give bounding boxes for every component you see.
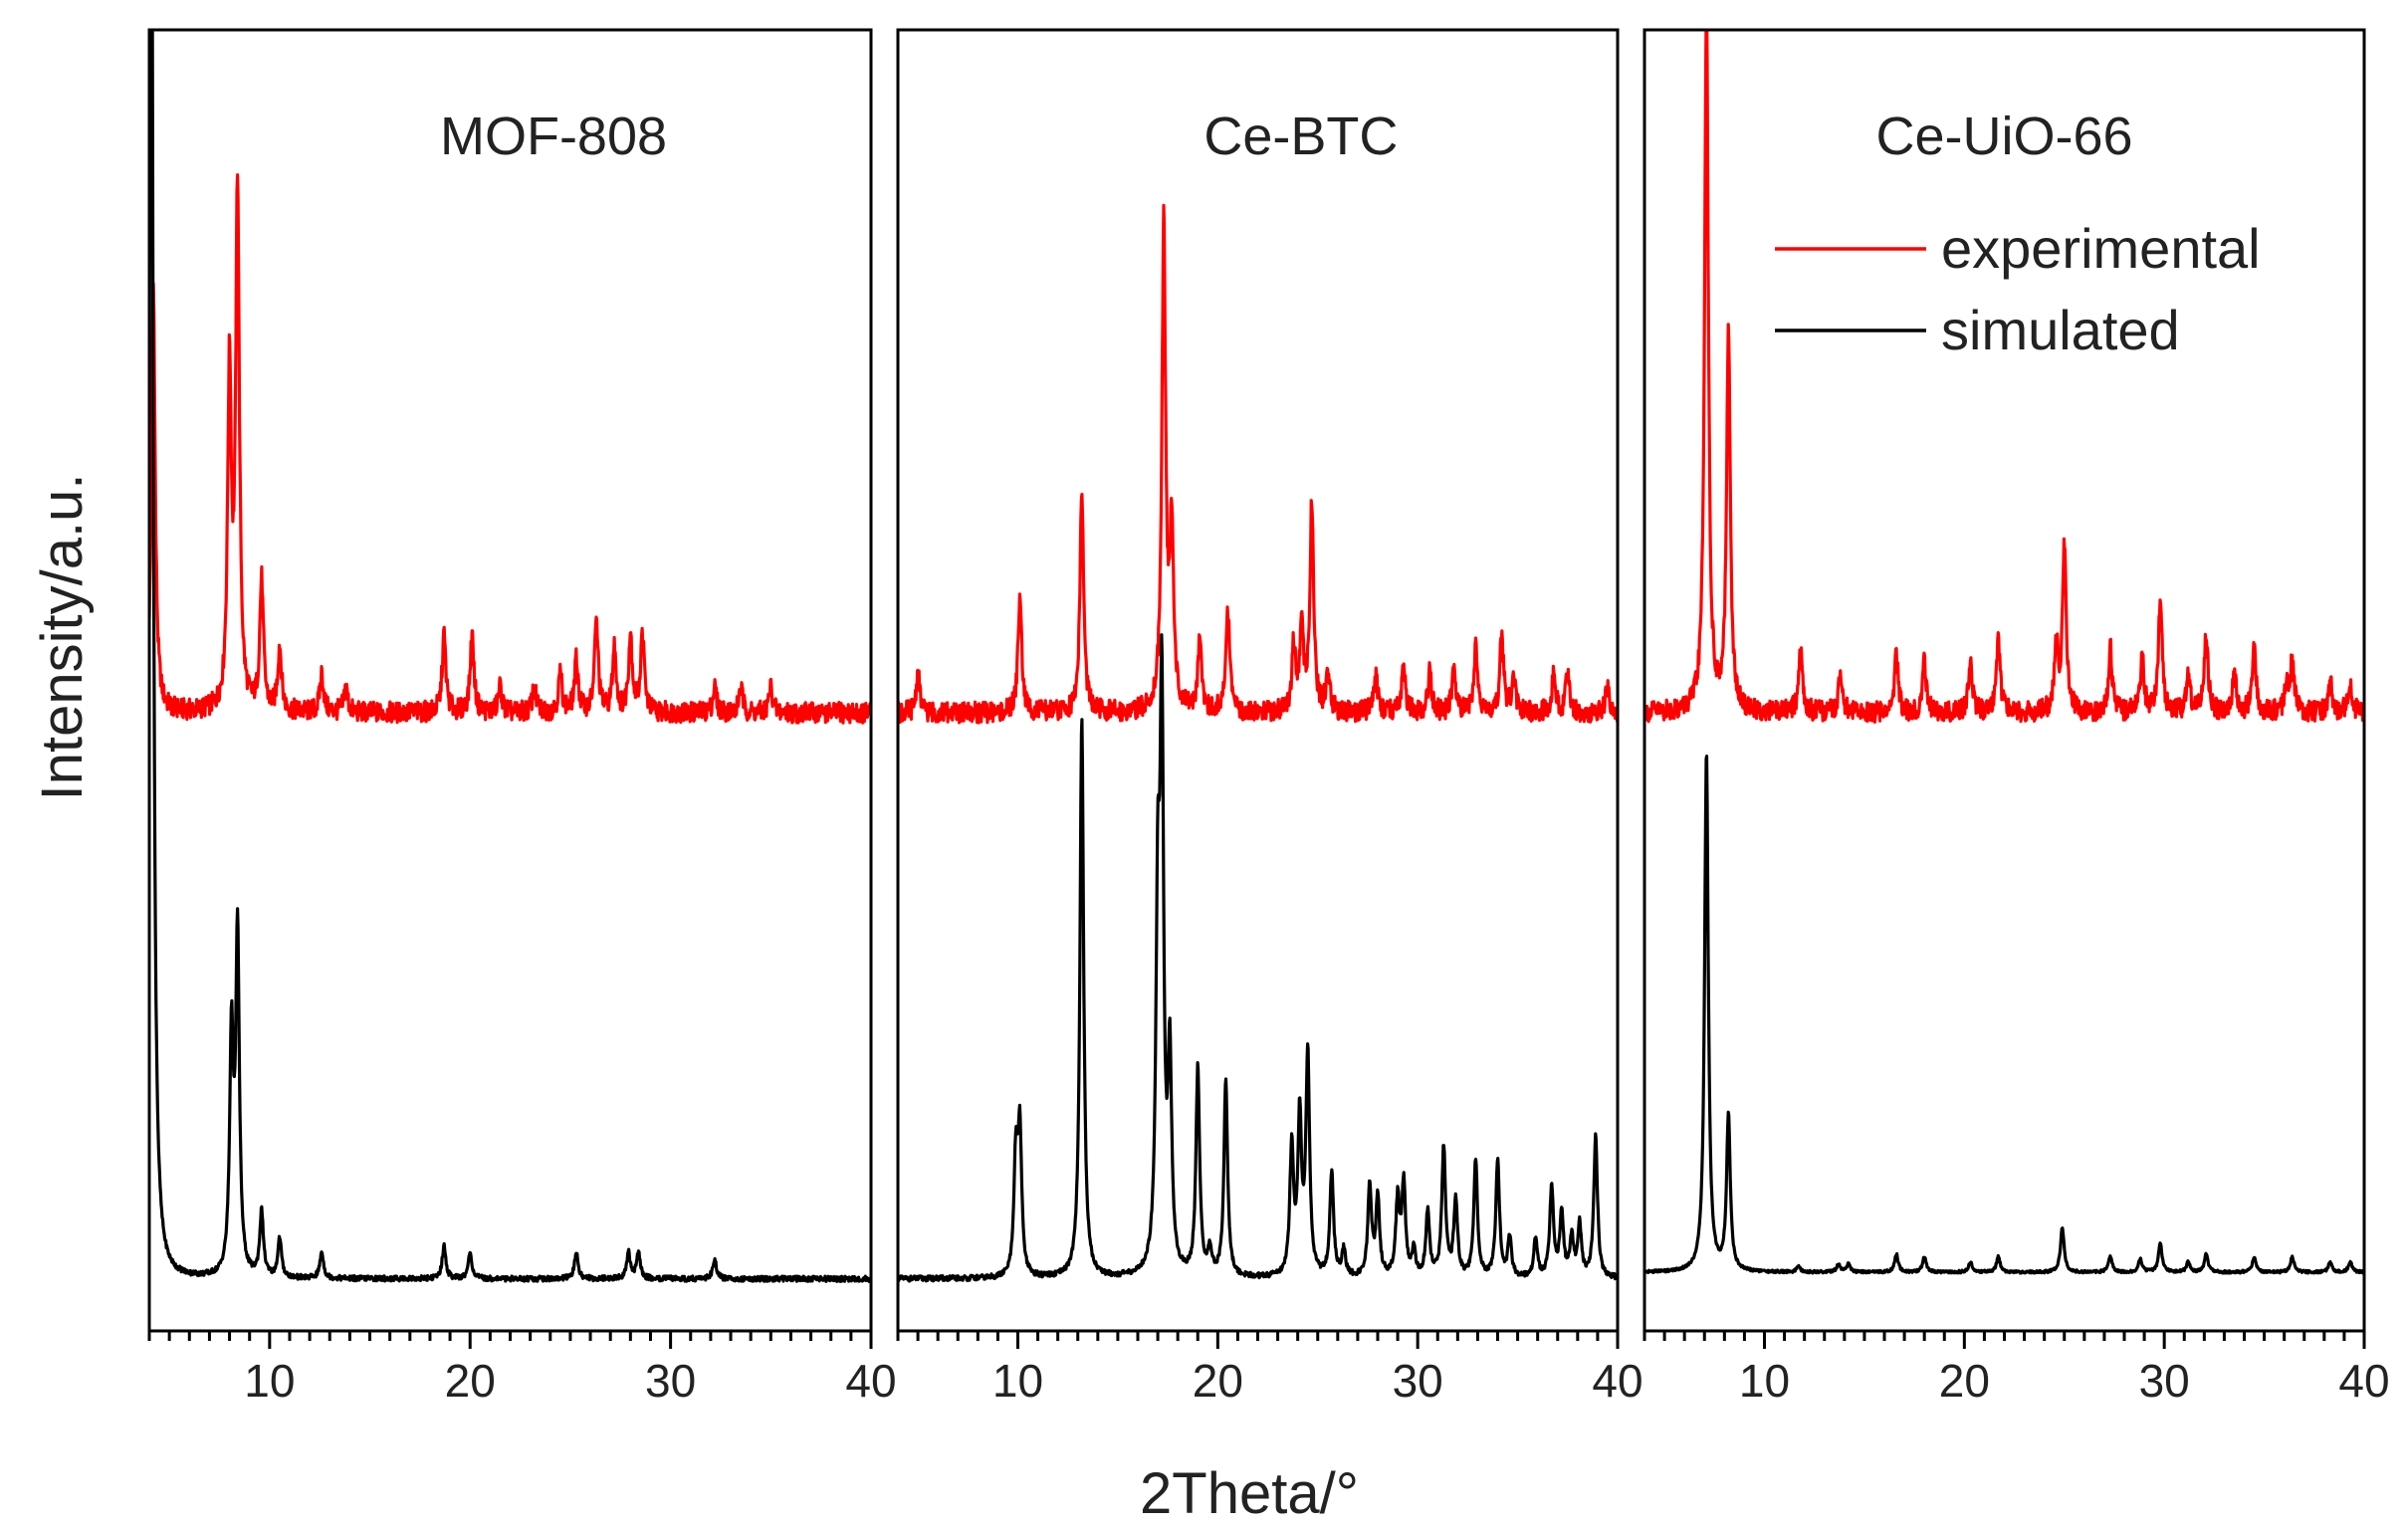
x-tick-label: 20 — [1193, 1355, 1243, 1407]
x-tick-label: 40 — [1592, 1355, 1642, 1407]
x-tick-label: 40 — [2338, 1355, 2389, 1407]
panel-1: 10 20 30 40 MOF-808 — [147, 28, 897, 1407]
x-tick-label: 10 — [244, 1355, 295, 1407]
x-tick-label: 30 — [645, 1355, 696, 1407]
x-tick-label: 40 — [845, 1355, 896, 1407]
x-tick-label: 10 — [1739, 1355, 1790, 1407]
panel-frame — [896, 28, 1620, 1333]
panel-3: 10 20 30 40 Ce-UiO-66 — [1642, 28, 2390, 1407]
series-line-simulated — [149, 30, 871, 1283]
y-axis-title: Intensity/a.u. — [30, 474, 95, 801]
x-tick-label: 30 — [2139, 1355, 2190, 1407]
legend-label-simulated: simulated — [1941, 299, 2180, 361]
legend-label-experimental: experimental — [1941, 217, 2261, 280]
x-tick-label: 20 — [445, 1355, 496, 1407]
series-line-simulated — [898, 633, 1618, 1283]
x-tick-label: 10 — [992, 1355, 1043, 1407]
legend: experimental simulated — [1775, 217, 2261, 361]
panel-2: 10 20 30 40 Ce-BTC — [896, 28, 1643, 1407]
panel-title: Ce-UiO-66 — [1875, 107, 2132, 166]
panel-title: Ce-BTC — [1204, 107, 1398, 166]
series-line-experimental — [1644, 30, 2364, 724]
series-line-experimental — [898, 203, 1618, 725]
x-axis-title: 2Theta/° — [1140, 1461, 1359, 1526]
x-tick-label: 20 — [1939, 1355, 1990, 1407]
x-tick-label: 30 — [1393, 1355, 1443, 1407]
chart-panels: 10 20 30 40 MOF-808 10 20 30 40 Ce-BTC 10 20 30 40 Ce-… — [147, 28, 2390, 1407]
panel-title: MOF-808 — [440, 107, 667, 166]
series-line-simulated — [1644, 754, 2364, 1275]
series-line-experimental — [149, 173, 871, 725]
